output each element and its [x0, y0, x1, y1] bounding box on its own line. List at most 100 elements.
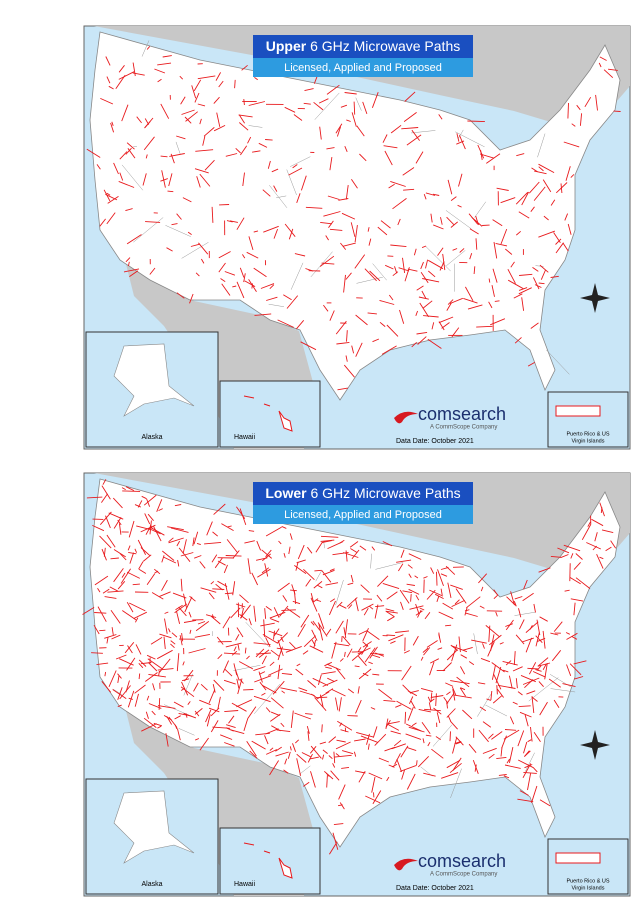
state-border: [276, 195, 287, 199]
microwave-path: [204, 541, 222, 545]
microwave-path: [525, 637, 533, 653]
microwave-path: [491, 285, 495, 297]
microwave-path: [427, 741, 431, 747]
microwave-path: [527, 362, 535, 367]
microwave-path: [248, 618, 252, 626]
microwave-path: [519, 790, 529, 796]
microwave-path: [206, 521, 213, 536]
microwave-path: [482, 721, 492, 728]
microwave-path: [364, 647, 376, 663]
microwave-path: [343, 364, 355, 378]
microwave-path: [217, 696, 221, 709]
microwave-path: [296, 753, 307, 763]
state-border: [248, 125, 263, 128]
microwave-path: [479, 706, 487, 712]
microwave-path: [338, 697, 342, 712]
microwave-path: [225, 555, 242, 557]
title-rest: 6 GHz Microwave Paths: [310, 485, 460, 501]
microwave-path: [224, 710, 239, 713]
microwave-path: [396, 758, 403, 773]
microwave-path: [446, 692, 455, 705]
microwave-path: [327, 195, 340, 200]
microwave-path: [414, 575, 419, 579]
microwave-path: [300, 175, 307, 191]
microwave-path: [553, 621, 563, 632]
microwave-path: [427, 259, 444, 270]
microwave-path: [562, 683, 576, 688]
microwave-path: [427, 338, 442, 349]
microwave-path: [450, 584, 463, 590]
microwave-path: [221, 523, 234, 531]
microwave-path: [134, 548, 138, 553]
microwave-path: [145, 711, 149, 719]
microwave-path: [415, 603, 420, 614]
microwave-path: [454, 599, 460, 605]
microwave-path: [113, 549, 126, 558]
microwave-path: [601, 529, 614, 534]
state-border: [310, 251, 333, 278]
microwave-path: [404, 91, 416, 102]
microwave-path: [573, 602, 576, 616]
state-border: [290, 156, 311, 167]
microwave-path: [282, 595, 288, 602]
microwave-path: [434, 593, 444, 600]
microwave-path: [386, 611, 395, 618]
microwave-path: [407, 747, 417, 752]
microwave-path: [253, 666, 266, 672]
microwave-path: [146, 573, 156, 586]
microwave-path: [591, 518, 604, 527]
microwave-path: [584, 96, 592, 108]
microwave-path: [424, 612, 431, 620]
microwave-path: [176, 135, 186, 140]
microwave-path: [433, 224, 444, 230]
microwave-path: [452, 757, 462, 771]
microwave-path: [252, 150, 261, 153]
microwave-path: [232, 581, 236, 596]
microwave-path: [517, 730, 525, 747]
microwave-path: [110, 122, 115, 133]
microwave-path: [508, 675, 513, 689]
microwave-path: [238, 661, 254, 670]
microwave-path: [504, 764, 521, 769]
microwave-path: [164, 618, 168, 634]
microwave-path: [518, 211, 530, 219]
microwave-path: [143, 717, 157, 728]
microwave-path: [128, 551, 137, 555]
microwave-path: [377, 226, 388, 236]
microwave-path: [570, 174, 575, 178]
hawaii-label: Hawaii: [234, 434, 255, 441]
microwave-path: [270, 618, 280, 623]
microwave-path: [199, 699, 211, 706]
microwave-path: [488, 301, 493, 309]
microwave-path: [145, 221, 161, 223]
microwave-path: [411, 129, 420, 141]
state-border: [181, 242, 209, 259]
microwave-path: [265, 637, 271, 647]
microwave-path: [170, 527, 189, 533]
microwave-path: [440, 588, 443, 596]
microwave-path: [189, 595, 196, 602]
microwave-path: [507, 279, 524, 290]
microwave-path: [133, 611, 147, 620]
microwave-path: [119, 151, 128, 160]
microwave-path: [575, 577, 591, 589]
microwave-path: [557, 547, 570, 554]
microwave-path: [327, 541, 343, 550]
microwave-path: [310, 597, 318, 612]
microwave-path: [347, 582, 354, 586]
microwave-path: [466, 596, 481, 609]
microwave-path: [422, 300, 433, 309]
microwave-path: [247, 558, 251, 575]
microwave-path: [460, 666, 466, 675]
microwave-path: [350, 222, 356, 237]
microwave-path: [113, 162, 119, 175]
microwave-path: [451, 645, 468, 653]
microwave-path: [492, 695, 503, 704]
microwave-path: [407, 564, 413, 569]
microwave-path: [264, 563, 269, 577]
microwave-path: [144, 513, 151, 525]
microwave-path: [329, 310, 335, 321]
microwave-path: [345, 185, 349, 200]
microwave-path: [239, 267, 245, 278]
microwave-path: [118, 180, 135, 188]
